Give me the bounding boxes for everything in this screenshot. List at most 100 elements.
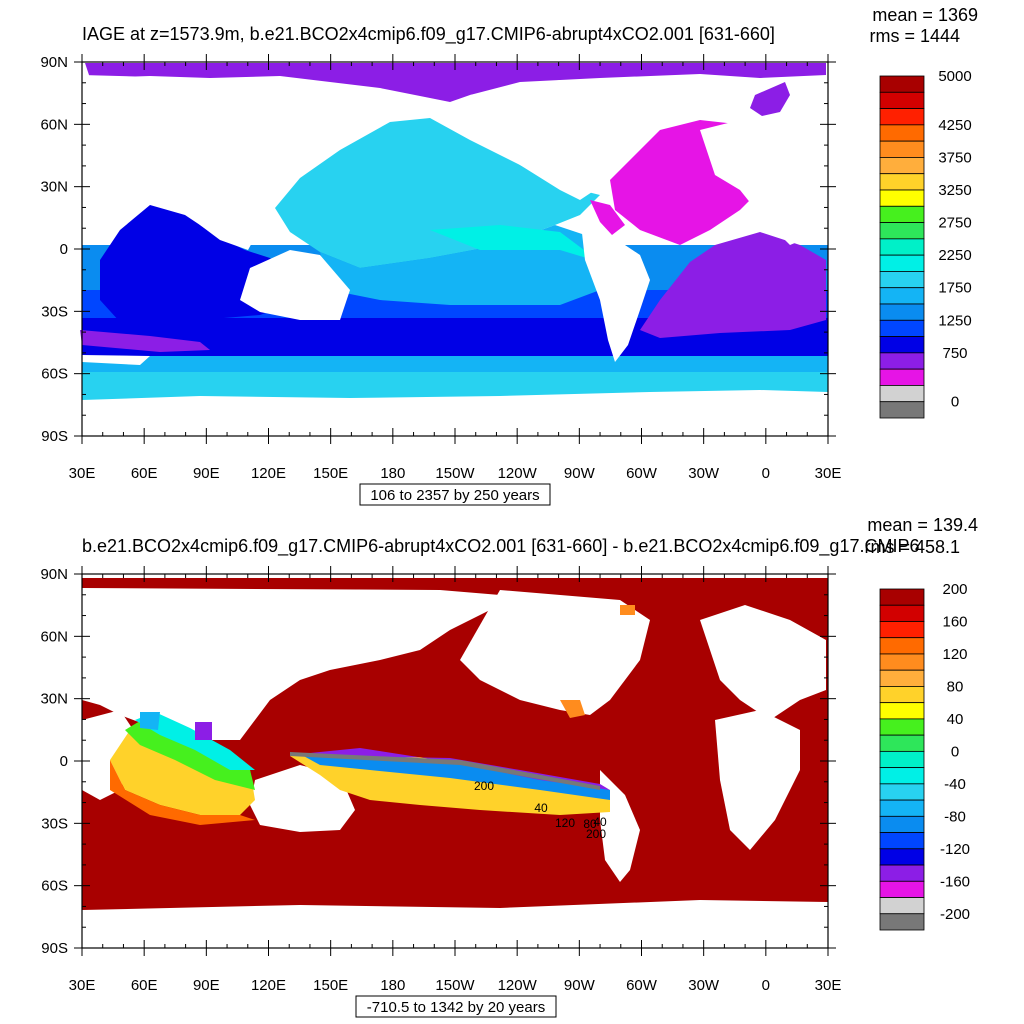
panel1-rms: rms = 1444 [869,26,960,46]
colorbar-label: 4250 [938,117,971,134]
p1-land-antarctica [82,390,828,436]
panel1-range-box [359,483,551,506]
panel2-colorbar-labels: 200 160 120 80 40 0 -40 -80 -120 -160 -200 [940,581,970,923]
panel2-mean: mean = 139.4 [867,515,978,535]
p2-pacific-tongue-purple [290,748,610,790]
colorbar-box [879,124,925,142]
colorbar-box [879,767,925,785]
p1-land-africa-east [82,140,180,205]
p1-land-australia [240,250,350,320]
colorbar-label: 0 [951,394,959,411]
colorbar-label: 120 [942,646,967,663]
panel1-y-tick-labels: 90N 60N 30N 0 30S 60S 90S [40,54,68,445]
y-tick-label: 30N [40,691,68,708]
y-tick-label: 0 [60,753,68,770]
x-tick-label: 180 [380,465,405,482]
x-tick-label: 60W [626,977,658,994]
x-tick-label: 30E [815,977,842,994]
colorbar-box [879,750,925,769]
x-tick-label: 150E [313,977,348,994]
panel1-ticks [74,54,836,444]
colorbar-box [879,254,925,272]
panel2-title: b.e21.BCO2x4cmip6.f09_g17.CMIP6-abrupt4x… [82,536,919,557]
x-tick-label: 60W [626,465,658,482]
colorbar-label: -80 [944,808,966,825]
colorbar-box [879,637,925,655]
colorbar-box [879,653,925,671]
x-tick-label: 60E [131,977,158,994]
colorbar-box [879,702,925,720]
panel2-map-field [82,578,828,948]
colorbar-box [879,588,925,606]
colorbar-box [879,621,925,639]
colorbar-box [879,75,925,93]
contour-label: 40 [593,815,607,829]
x-tick-label: 0 [762,977,770,994]
panel-difference: b.e21.BCO2x4cmip6.f09_g17.CMIP6-abrupt4x… [40,515,978,1018]
p2-land-africa [715,710,800,850]
colorbar-label: 1250 [938,312,971,329]
y-tick-label: 60S [41,878,68,895]
p2-land-australia [250,765,355,832]
panel2-range-box [355,995,557,1018]
colorbar-label: 40 [947,711,964,728]
p2-land-europe [700,605,826,720]
p1-land-north-america [470,80,660,200]
y-tick-label: 90S [41,428,68,445]
p1-band-50s [82,336,828,358]
p2-indian-wedge-green [125,715,255,790]
x-tick-label: 120E [251,465,286,482]
colorbar-box [879,205,925,223]
x-tick-label: 120W [498,465,538,482]
p1-band-40s [82,318,828,338]
p2-greenland-orange [620,605,635,615]
colorbar-box [879,271,925,289]
p2-indian-wedge-cyan [135,712,255,770]
p2-land-antarctica [82,900,828,948]
colorbar-label: 160 [942,613,967,630]
colorbar-label: 3750 [938,149,971,166]
contour-label: 40 [534,801,548,815]
p1-south-atlantic [640,232,826,338]
colorbar-box [879,799,925,817]
y-tick-label: 30N [40,179,68,196]
p1-land-europe-africa-north [700,120,826,245]
colorbar-box [879,604,925,622]
colorbar-box [879,401,925,419]
colorbar-box [879,669,925,687]
colorbar-box [879,368,925,386]
colorbar-label: -40 [944,776,966,793]
colorbar-box [879,897,925,915]
y-tick-label: 90S [41,940,68,957]
colorbar-box [879,718,925,736]
p1-land-asia [82,95,340,250]
x-tick-label: 120E [251,977,286,994]
colorbar-label: 2250 [938,247,971,264]
p1-gulf [590,200,625,235]
p2-pacific-tongue-gray [290,752,600,790]
colorbar-box [879,352,925,370]
panel2-x-tick-labels: 30E 60E 90E 120E 150E 180 150W 120W 90W 60W 30W 0 30… [69,977,842,994]
p1-pacific-equatorial [430,225,600,262]
colorbar-box [879,238,925,256]
panel2-rms: rms = 458.1 [864,537,960,557]
colorbar-label: -120 [940,841,970,858]
panel-iage: IAGE at z=1573.9m, b.e21.BCO2x4cmip6.f09… [40,5,978,506]
colorbar-box [879,686,925,704]
p1-land-edge [82,355,150,365]
x-tick-label: 90E [193,465,220,482]
p1-arctic [85,63,826,102]
contour-label: 80 [583,817,597,831]
panel2-colorbar [879,588,925,931]
p1-land-eurasia-north [82,75,320,165]
colorbar-label: -200 [940,906,970,923]
colorbar-label: 2750 [938,215,971,232]
p2-land-north-asia [82,598,330,665]
y-tick-label: 60S [41,366,68,383]
contour-label: 200 [586,827,606,841]
x-tick-label: 150W [435,977,475,994]
p1-band-58s [82,356,828,374]
y-tick-label: 60N [40,628,68,645]
colorbar-box [879,319,925,337]
